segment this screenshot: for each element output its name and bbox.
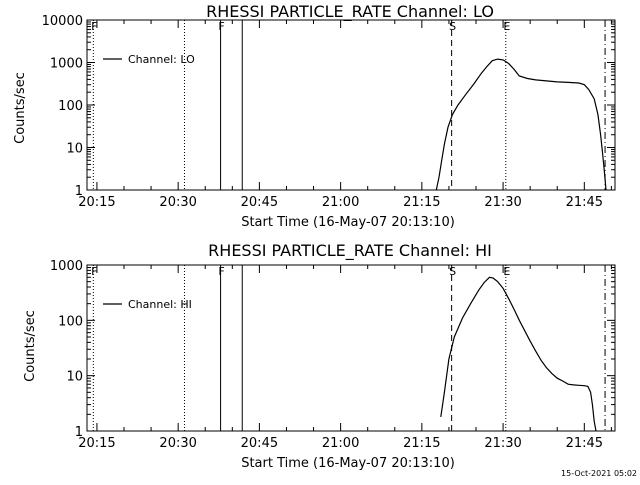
hi-y-axis-label: Counts/sec <box>23 310 38 382</box>
lo-event-marker-label: S <box>449 20 456 33</box>
hi-y-tick-label: 10 <box>66 370 83 385</box>
lo-event-marker-label: F <box>218 20 224 33</box>
hi-event-marker-label: S <box>449 265 456 278</box>
hi-x-tick-label: 21:30 <box>484 436 521 451</box>
lo-y-tick-label: 100 <box>58 99 83 114</box>
hi-x-tick-label: 21:15 <box>403 436 440 451</box>
lo-y-tick-label: 10000 <box>42 14 83 29</box>
lo-y-tick-label: 1000 <box>50 57 83 72</box>
lo-y-tick-label: 1 <box>75 184 83 199</box>
footer-timestamp: 15-Oct-2021 05:02 <box>561 469 637 478</box>
hi-chart-title: RHESSI PARTICLE_RATE Channel: HI <box>208 241 492 261</box>
lo-x-tick-label: 20:45 <box>241 195 278 210</box>
lo-y-axis-label: Counts/sec <box>13 72 28 144</box>
lo-x-tick-label: 21:00 <box>322 195 359 210</box>
hi-x-tick-label: 20:45 <box>241 436 278 451</box>
hi-x-tick-label: 21:45 <box>566 436 603 451</box>
hi-x-tick-label: 21:00 <box>322 436 359 451</box>
lo-series-line <box>435 58 607 191</box>
lo-x-tick-label: 21:30 <box>484 195 521 210</box>
lo-y-tick-label: 10 <box>66 142 83 157</box>
hi-x-axis-label: Start Time (16-May-07 20:13:10) <box>241 456 455 471</box>
hi-series-line <box>440 276 597 432</box>
lo-event-marker-label: F <box>91 20 97 33</box>
hi-x-tick-label: 20:30 <box>159 436 196 451</box>
lo-x-tick-label: 20:30 <box>159 195 196 210</box>
hi-channel-panel: RHESSI PARTICLE_RATE Channel: HI Counts/… <box>23 241 616 471</box>
hi-legend-label: Channel: HI <box>128 298 192 311</box>
lo-chart-title: RHESSI PARTICLE_RATE Channel: LO <box>206 2 494 22</box>
hi-y-tick-label: 100 <box>58 314 83 329</box>
hi-x-tick-label: 20:15 <box>78 436 115 451</box>
hi-y-tick-label: 1000 <box>50 259 83 274</box>
lo-x-axis-label: Start Time (16-May-07 20:13:10) <box>241 215 455 230</box>
lo-x-tick-label: 21:45 <box>566 195 603 210</box>
lo-x-tick-label: 21:15 <box>403 195 440 210</box>
hi-event-marker-label: F <box>91 265 97 278</box>
lo-x-tick-label: 20:15 <box>78 195 115 210</box>
lo-event-marker-label: E <box>503 20 510 33</box>
hi-y-tick-label: 1 <box>75 425 83 440</box>
lo-channel-panel: RHESSI PARTICLE_RATE Channel: LO Counts/… <box>13 2 616 230</box>
hi-event-marker-label: E <box>503 265 510 278</box>
hi-plot-frame <box>86 264 616 432</box>
hi-event-marker-label: F <box>218 265 224 278</box>
lo-legend-label: Channel: LO <box>128 53 195 66</box>
